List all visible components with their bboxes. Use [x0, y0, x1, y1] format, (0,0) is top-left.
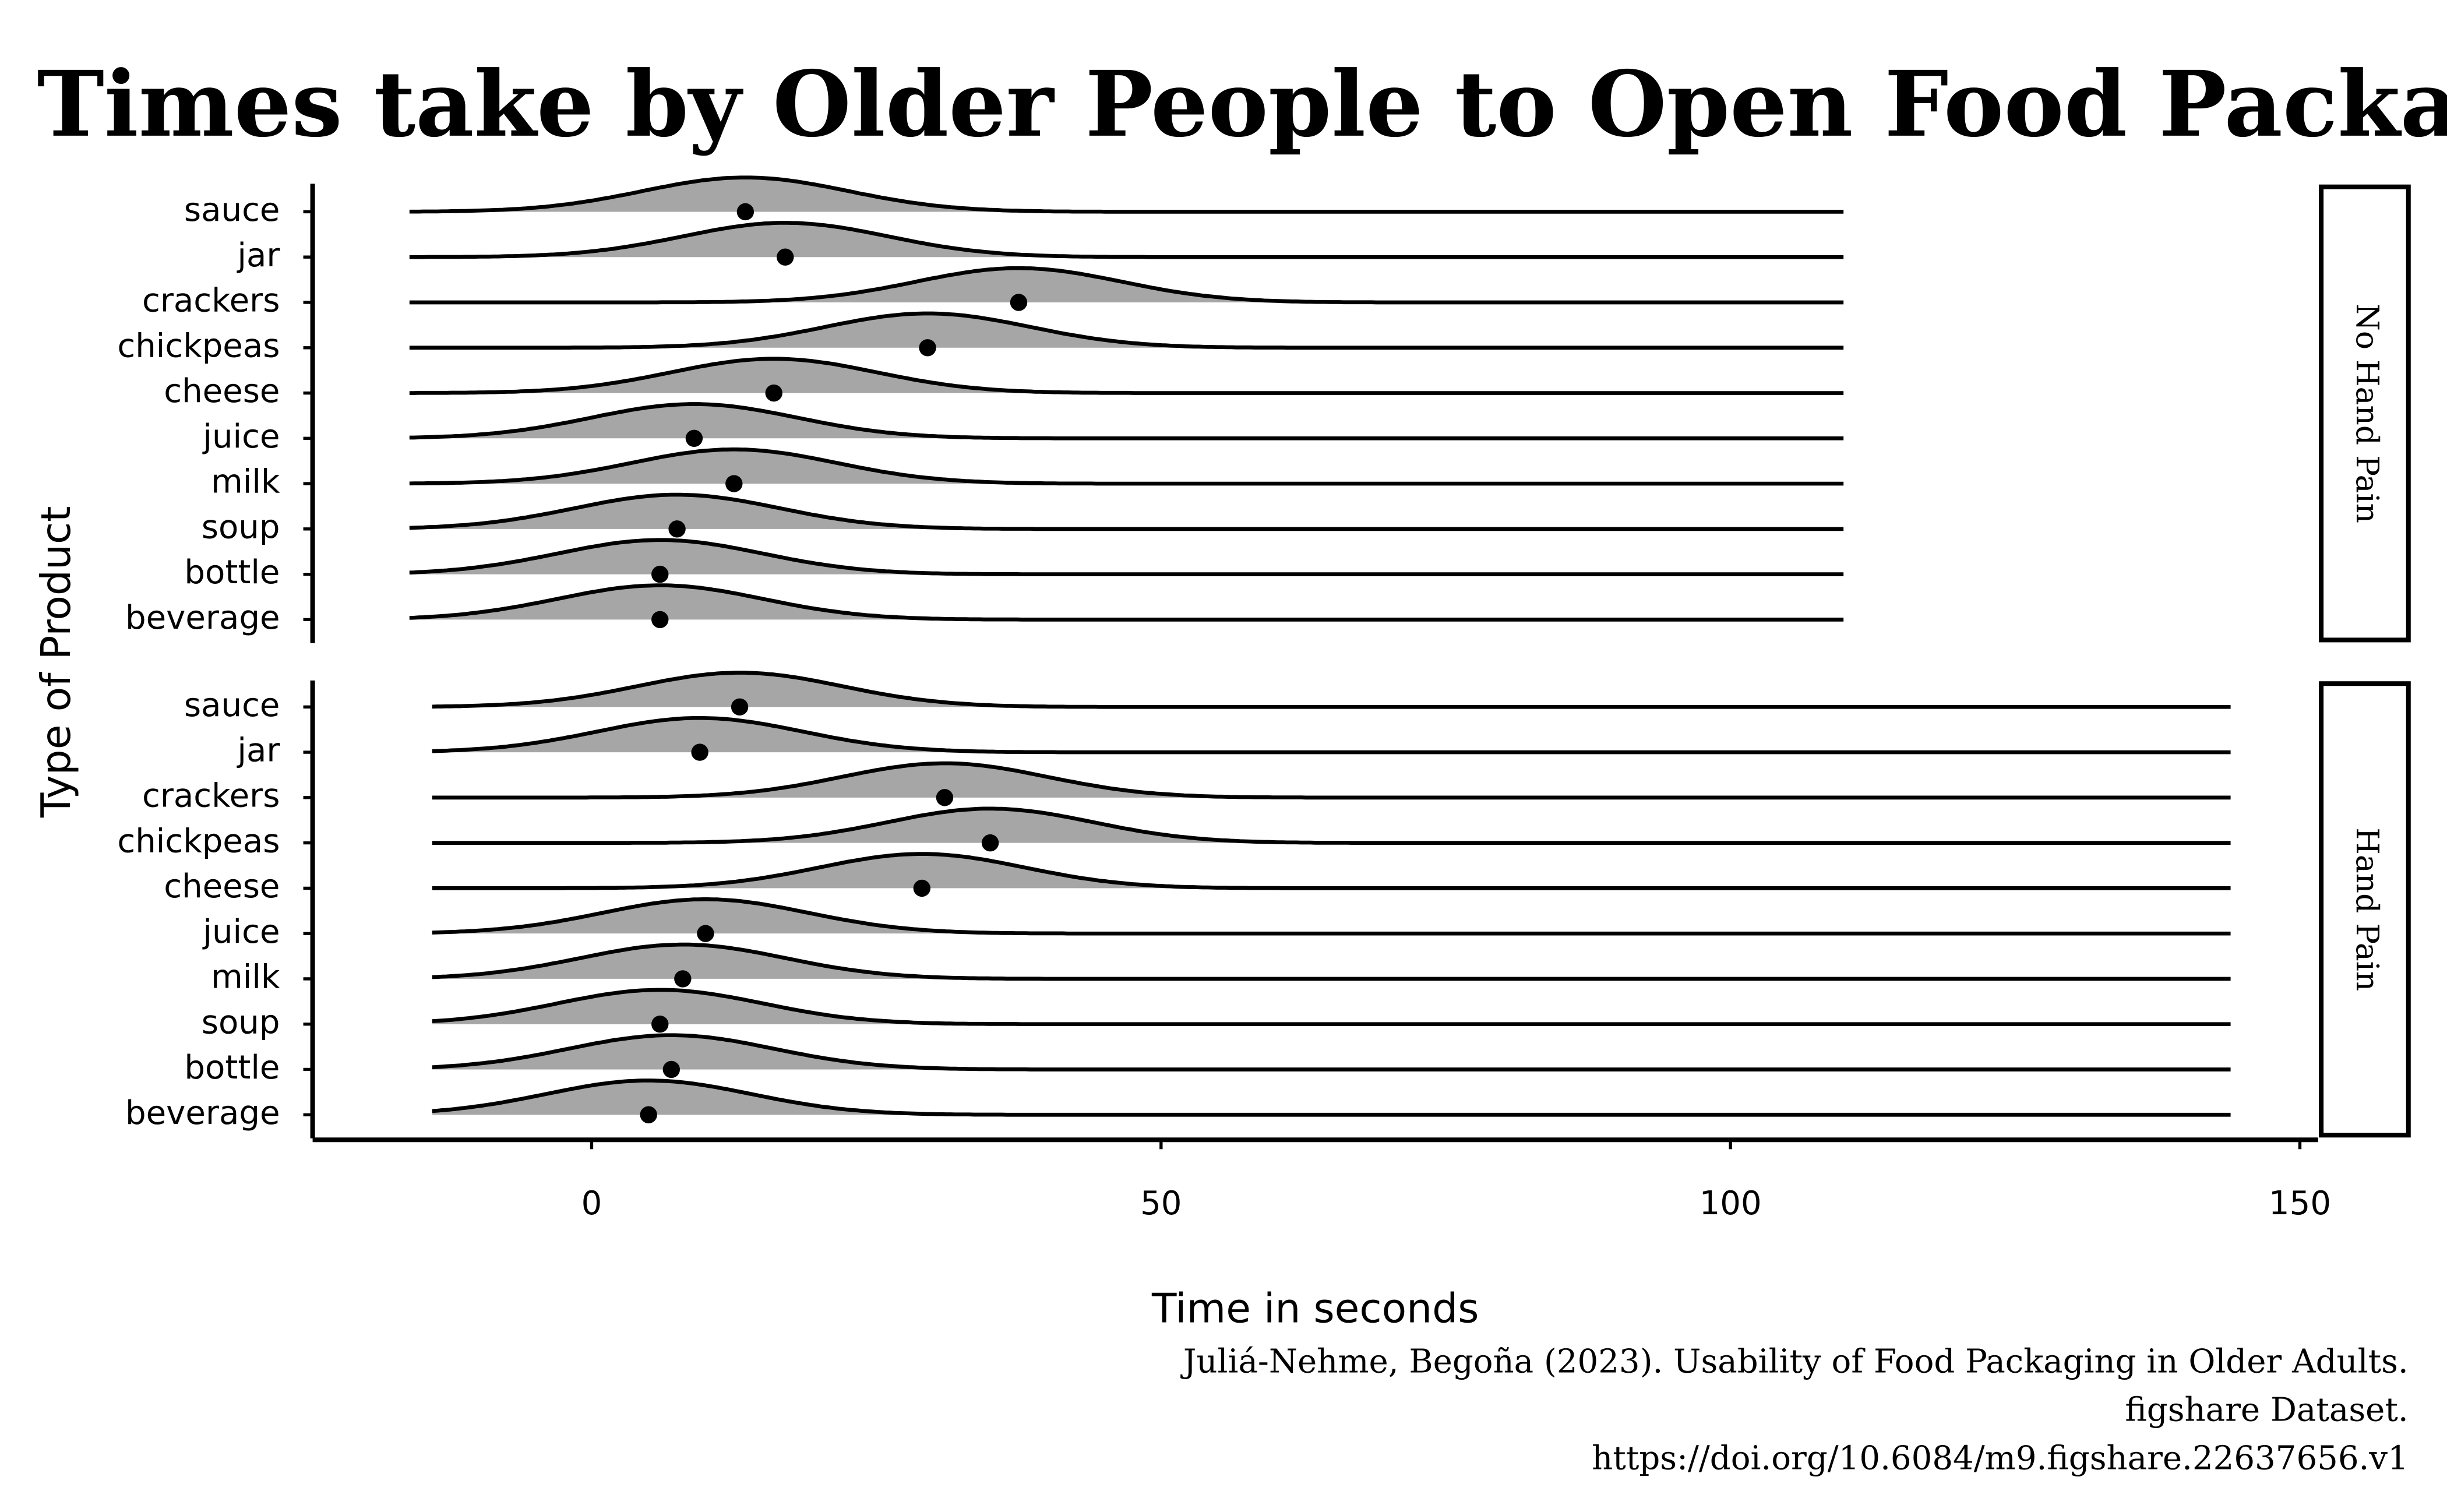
y-tick-label: bottle — [184, 1049, 280, 1087]
ridge-line — [409, 583, 1844, 622]
ridge-fill — [409, 540, 1845, 575]
caption: https://doi.org/10.6084/m9.figshare.2263… — [1592, 1439, 2409, 1477]
ridge-fill — [432, 808, 2232, 843]
ridge-line — [409, 492, 1844, 531]
ridge-fill — [409, 268, 1845, 302]
point — [913, 879, 931, 897]
ridge-line — [409, 357, 1844, 395]
ridge-fill — [432, 989, 2232, 1024]
ridge-line — [432, 942, 2231, 981]
point — [668, 520, 686, 538]
y-tick-label: juice — [202, 913, 280, 951]
point — [640, 1106, 657, 1123]
y-tick-label: soup — [202, 1003, 280, 1041]
ridge-line — [432, 1033, 2231, 1072]
x-tick-label: 0 — [581, 1185, 602, 1222]
point — [1010, 294, 1028, 311]
ridge-line — [409, 266, 1844, 305]
y-tick-label: sauce — [184, 191, 280, 229]
ridge-fill — [432, 672, 2232, 707]
ridge-line — [432, 1079, 2231, 1117]
ridge-line — [432, 988, 2231, 1027]
ridge-fill — [432, 899, 2232, 934]
ridge-line — [409, 447, 1844, 486]
ridge-fill — [432, 763, 2232, 798]
ridge-fill — [409, 585, 1845, 620]
ridge-line — [409, 221, 1844, 259]
ridge-fill — [432, 854, 2232, 889]
x-tick-label: 150 — [2269, 1185, 2331, 1222]
y-tick-label: milk — [211, 463, 280, 501]
point — [674, 970, 692, 988]
point — [765, 384, 782, 402]
ridge-fill — [409, 358, 1845, 393]
y-tick-label: juice — [202, 418, 280, 456]
ridge-line — [432, 671, 2231, 709]
y-tick-label: chickpeas — [117, 327, 280, 365]
ridge-line — [409, 311, 1844, 350]
ridge-fill — [432, 718, 2232, 753]
point — [981, 834, 999, 852]
point — [777, 248, 794, 266]
facet-label: Hand Pain — [2349, 827, 2386, 991]
x-tick-label: 50 — [1140, 1185, 1182, 1222]
y-tick-label: chickpeas — [117, 822, 280, 860]
ridge-fill — [432, 944, 2232, 979]
ridge-line — [409, 538, 1844, 576]
point — [936, 789, 954, 806]
y-tick-label: milk — [211, 958, 280, 996]
ridge-line — [432, 897, 2231, 936]
point — [919, 339, 936, 357]
x-tick-label: 100 — [1699, 1185, 1762, 1222]
ridge-line — [432, 761, 2231, 800]
ridge-fill — [409, 495, 1845, 529]
point — [691, 743, 708, 761]
ridge-fill — [409, 449, 1845, 484]
ridge-line — [432, 806, 2231, 845]
x-axis-label: Time in seconds — [1151, 1285, 1479, 1332]
point — [651, 1016, 669, 1033]
point — [662, 1060, 680, 1079]
y-tick-label: cheese — [164, 868, 280, 905]
point — [685, 429, 703, 447]
chart-title: Times take by Older People to Open Food … — [37, 51, 2447, 157]
point — [697, 925, 714, 942]
point — [651, 611, 669, 629]
y-axis-label: Type of Product — [33, 506, 80, 818]
y-tick-label: cheese — [164, 372, 280, 410]
ridge-line — [432, 852, 2231, 890]
ridge-fill — [409, 177, 1845, 212]
y-tick-label: jar — [236, 732, 280, 770]
ridge-fill — [432, 1035, 2232, 1070]
point — [731, 698, 749, 716]
ridge-line — [432, 716, 2231, 755]
facet-label: No Hand Pain — [2349, 304, 2386, 523]
y-tick-label: crackers — [142, 777, 280, 815]
y-tick-label: beverage — [125, 1094, 280, 1132]
caption: Juliá-Nehme, Begoña (2023). Usability of… — [1180, 1343, 2409, 1381]
y-tick-label: jar — [236, 237, 280, 274]
y-tick-label: bottle — [184, 554, 280, 591]
facet-strip — [2319, 184, 2411, 643]
ridge-fill — [409, 223, 1845, 258]
facet-strip — [2319, 681, 2411, 1138]
ridge-line — [409, 402, 1844, 440]
y-tick-label: sauce — [184, 686, 280, 724]
ridge-line — [409, 175, 1844, 214]
point — [651, 565, 669, 583]
caption: figshare Dataset. — [2125, 1391, 2408, 1429]
point — [736, 203, 754, 221]
y-tick-label: crackers — [142, 282, 280, 320]
y-tick-label: soup — [202, 508, 280, 546]
point — [725, 475, 743, 492]
y-tick-label: beverage — [125, 599, 280, 637]
